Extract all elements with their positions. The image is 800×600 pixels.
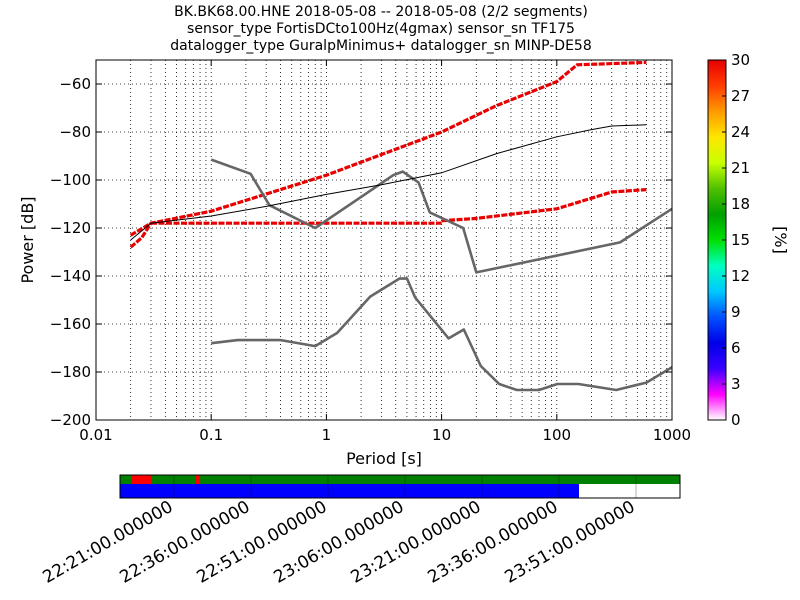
timeline-tick-label: 22:36:00.000000 xyxy=(116,497,253,588)
timeline-tick-label: 23:21:00.000000 xyxy=(347,497,484,588)
colorbar-tick-label: 15 xyxy=(731,231,750,249)
timeline-tick-label: 22:51:00.000000 xyxy=(193,497,330,588)
x-tick-label: 0.01 xyxy=(79,426,112,444)
title-line-1: BK.BK68.00.HNE 2018-05-08 -- 2018-05-08 … xyxy=(174,4,588,20)
mode-line-path xyxy=(130,124,647,241)
psd-coverage-bar xyxy=(120,475,680,484)
x-axis-ticks: 0.01 0.1 1 10 100 1000 xyxy=(79,60,691,444)
x-tick-label: 1000 xyxy=(653,426,691,444)
colorbar-tick-label: 27 xyxy=(731,87,750,105)
colorbar-tick-label: 6 xyxy=(731,339,741,357)
psd-density xyxy=(129,60,647,249)
y-tick-label: −120 xyxy=(50,219,91,237)
colorbar-ticks: 0 3 6 9 12 15 18 21 24 27 30 xyxy=(722,51,750,429)
colorbar-tick-label: 12 xyxy=(731,267,750,285)
y-axis-label: Power [dB] xyxy=(18,196,37,283)
colorbar-tick-label: 18 xyxy=(731,195,750,213)
plot-background xyxy=(96,60,672,420)
y-tick-label: −80 xyxy=(59,123,91,141)
y-axis-ticks: −200 −180 −160 −140 −120 −100 −80 −60 xyxy=(50,75,672,429)
psd-band-steep-low xyxy=(129,222,153,249)
high-noise-model-line xyxy=(210,158,673,274)
y-tick-label: −100 xyxy=(50,171,91,189)
x-axis-label: Period [s] xyxy=(346,449,422,468)
chart-title: BK.BK68.00.HNE 2018-05-08 -- 2018-05-08 … xyxy=(170,4,591,54)
y-tick-label: −140 xyxy=(50,267,91,285)
y-tick-label: −160 xyxy=(50,315,91,333)
title-line-2: sensor_type FortisDCto100Hz(4gmax) senso… xyxy=(187,21,575,37)
x-tick-label: 10 xyxy=(432,426,451,444)
colorbar-tick-label: 3 xyxy=(731,375,741,393)
x-tick-label: 1 xyxy=(322,426,332,444)
psd-plot: 0.01 0.1 1 10 100 1000 −200 −180 −160 −140 −120 −1… xyxy=(18,59,691,468)
psd-coverage-gap xyxy=(131,475,151,484)
timeline-tick-label: 23:51:00.000000 xyxy=(501,497,638,588)
data-coverage-timeline: 22:21:00.00000022:36:00.00000022:51:00.0… xyxy=(39,474,681,588)
x-tick-label: 0.1 xyxy=(199,426,223,444)
low-noise-model-line xyxy=(211,277,673,392)
timeline-tick-label: 22:21:00.000000 xyxy=(39,497,176,588)
colorbar-tick-label: 0 xyxy=(731,411,741,429)
y-tick-label: −60 xyxy=(59,75,91,93)
x-tick-label: 100 xyxy=(542,426,571,444)
noise-models xyxy=(210,158,673,392)
y-tick-label: −200 xyxy=(50,411,91,429)
plot-frame xyxy=(95,59,673,421)
timeline-tick-label: 23:06:00.000000 xyxy=(270,497,407,588)
colorbar: 0 3 6 9 12 15 18 21 24 27 30 [%] xyxy=(707,51,790,429)
psd-coverage-gap xyxy=(196,475,200,484)
trace-coverage-bar xyxy=(120,484,579,498)
timeline-frame xyxy=(119,474,681,499)
mode-line xyxy=(130,124,647,241)
timeline-tick-label: 23:36:00.000000 xyxy=(424,497,561,588)
psd-band-lower xyxy=(441,188,647,223)
colorbar-tick-label: 30 xyxy=(731,51,750,69)
colorbar-tick-label: 9 xyxy=(731,303,741,321)
colorbar-tick-label: 24 xyxy=(731,123,750,141)
title-line-3: datalogger_type GuralpMinimus+ datalogge… xyxy=(170,38,591,54)
y-tick-label: −180 xyxy=(50,363,91,381)
colorbar-label: [%] xyxy=(771,226,790,254)
colorbar-tick-label: 21 xyxy=(731,159,750,177)
